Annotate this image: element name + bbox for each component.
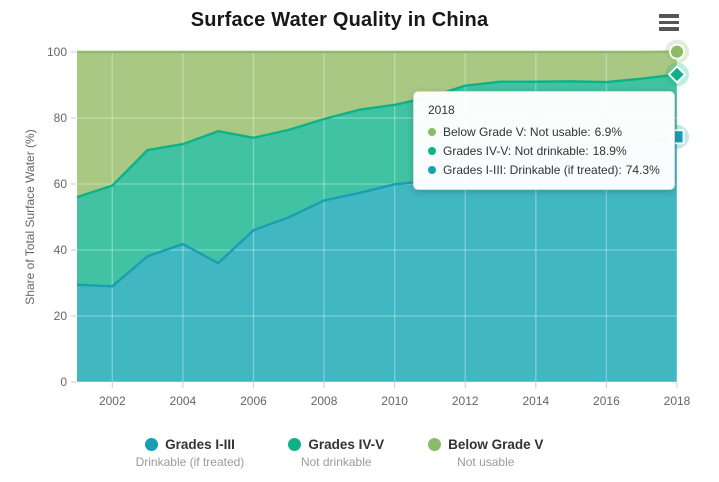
y-tick-label: 80 bbox=[54, 111, 68, 125]
x-tick-label: 2014 bbox=[522, 394, 549, 408]
series-area[interactable] bbox=[77, 136, 677, 382]
hamburger-icon bbox=[659, 27, 679, 31]
x-tick-label: 2016 bbox=[593, 394, 620, 408]
chart-tooltip: 2018 Below Grade V: Not usable: 6.9% Gra… bbox=[413, 91, 675, 190]
series-bullet-icon bbox=[428, 147, 436, 155]
chart-legend: Grades I-III Drinkable (if treated) Grad… bbox=[0, 437, 679, 469]
tooltip-row-value: 6.9% bbox=[594, 125, 622, 139]
series-bullet-icon bbox=[428, 128, 436, 136]
context-menu-button[interactable] bbox=[659, 14, 679, 32]
hamburger-icon bbox=[659, 14, 679, 18]
tooltip-row: Grades IV-V: Not drinkable: 18.9% bbox=[428, 144, 660, 158]
series-bullet-icon bbox=[428, 166, 436, 174]
y-tick-label: 40 bbox=[54, 243, 68, 257]
y-tick-label: 100 bbox=[47, 45, 67, 59]
tooltip-row: Below Grade V: Not usable: 6.9% bbox=[428, 125, 660, 139]
legend-dot-icon bbox=[428, 438, 442, 451]
x-tick-label: 2012 bbox=[452, 394, 479, 408]
x-tick-label: 2004 bbox=[170, 394, 197, 408]
tooltip-row-label: Grades I-III: Drinkable (if treated): bbox=[443, 163, 622, 177]
series-line bbox=[76, 73, 678, 199]
x-tick-label: 2010 bbox=[381, 394, 408, 408]
x-tick-label: 2002 bbox=[99, 394, 126, 408]
legend-label: Grades IV-V bbox=[308, 437, 385, 452]
hamburger-icon bbox=[659, 20, 679, 25]
marker-diamond[interactable] bbox=[667, 65, 687, 84]
tooltip-year: 2018 bbox=[428, 103, 455, 117]
y-tick-label: 0 bbox=[60, 375, 67, 389]
legend-dot-icon bbox=[145, 438, 159, 451]
legend-label: Grades I-III bbox=[165, 437, 235, 452]
x-tick-label: 2008 bbox=[311, 394, 338, 408]
chart-title: Surface Water Quality in China bbox=[190, 9, 489, 31]
legend-item-grades-1-3[interactable]: Grades I-III Drinkable (if treated) bbox=[136, 437, 245, 469]
legend-dot-icon bbox=[288, 438, 302, 451]
x-tick-label: 2006 bbox=[240, 394, 267, 408]
x-tick-label: 2018 bbox=[664, 394, 691, 408]
marker-circle[interactable] bbox=[669, 43, 685, 60]
tooltip-row: Grades I-III: Drinkable (if treated): 74… bbox=[428, 163, 660, 177]
legend-item-below-grade-5[interactable]: Below Grade V Not usable bbox=[428, 437, 543, 469]
tooltip-row-label: Below Grade V: Not usable: bbox=[443, 125, 591, 139]
series-area[interactable] bbox=[77, 51, 677, 198]
legend-sublabel: Drinkable (if treated) bbox=[135, 455, 245, 469]
legend-sublabel: Not drinkable bbox=[300, 455, 372, 469]
tooltip-row-value: 18.9% bbox=[592, 144, 627, 158]
tooltip-row-label: Grades IV-V: Not drinkable: bbox=[443, 144, 589, 158]
legend-sublabel: Not usable bbox=[457, 455, 515, 469]
y-tick-label: 60 bbox=[54, 177, 68, 191]
legend-label: Below Grade V bbox=[448, 437, 544, 452]
tooltip-row-value: 74.3% bbox=[625, 163, 660, 177]
y-tick-label: 20 bbox=[54, 309, 68, 323]
legend-item-grades-4-5[interactable]: Grades IV-V Not drinkable bbox=[288, 437, 384, 469]
